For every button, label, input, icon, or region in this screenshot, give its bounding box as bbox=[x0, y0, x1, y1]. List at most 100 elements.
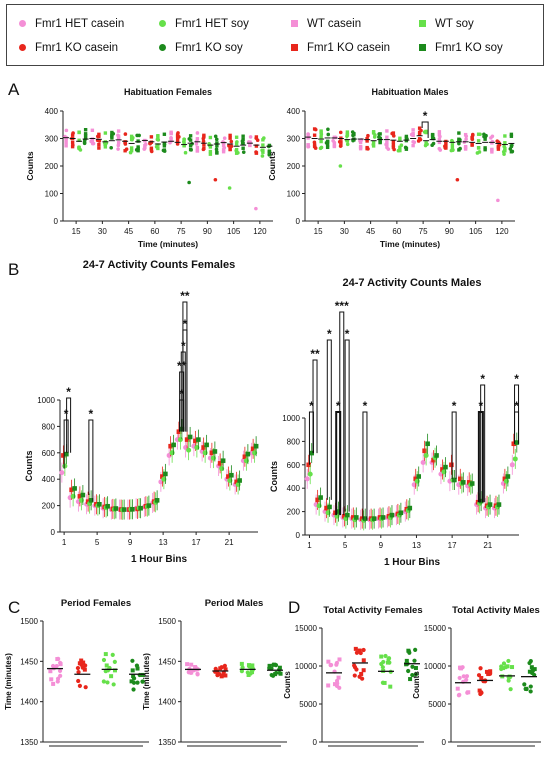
data-point bbox=[188, 147, 193, 152]
data-point bbox=[488, 671, 493, 676]
y-tick-label: 1000 bbox=[282, 414, 300, 423]
data-point bbox=[496, 147, 501, 151]
series-point bbox=[469, 481, 475, 486]
series-point bbox=[398, 510, 404, 516]
data-point bbox=[110, 131, 115, 136]
data-point bbox=[470, 136, 474, 141]
data-point bbox=[80, 665, 85, 670]
data-point bbox=[58, 660, 63, 665]
data-point bbox=[325, 143, 330, 147]
series-point bbox=[307, 471, 313, 477]
data-point bbox=[361, 668, 366, 673]
series-point bbox=[318, 495, 323, 500]
x-tick-label: 90 bbox=[445, 227, 454, 236]
data-point bbox=[397, 148, 401, 153]
x-axis-label: Time (minutes) bbox=[138, 239, 198, 249]
data-point bbox=[222, 136, 227, 141]
data-point bbox=[358, 146, 363, 151]
data-point bbox=[208, 145, 213, 149]
data-point bbox=[385, 129, 389, 133]
data-point bbox=[219, 674, 224, 679]
data-point bbox=[109, 145, 113, 150]
data-point bbox=[483, 147, 487, 152]
data-point bbox=[490, 139, 495, 144]
data-point bbox=[109, 674, 114, 679]
y-tick-label: 100 bbox=[45, 190, 59, 199]
data-point bbox=[417, 137, 422, 141]
data-point bbox=[438, 134, 442, 139]
significance-bracket bbox=[362, 411, 368, 520]
series-point bbox=[362, 516, 368, 521]
data-point bbox=[479, 675, 484, 680]
series-point bbox=[511, 441, 517, 447]
legend-label: Fmr1 KO casein bbox=[35, 42, 119, 54]
x-tick-label: 30 bbox=[340, 227, 349, 236]
data-point bbox=[466, 690, 471, 695]
data-point bbox=[391, 145, 396, 149]
data-point bbox=[183, 150, 188, 155]
x-tick-label: 15 bbox=[314, 227, 323, 236]
data-point bbox=[208, 135, 213, 140]
data-point bbox=[398, 145, 402, 150]
data-point bbox=[51, 681, 56, 686]
data-point bbox=[404, 658, 409, 663]
y-tick-label: 1450 bbox=[20, 657, 38, 666]
panel-letter-d: D bbox=[288, 598, 301, 617]
data-point bbox=[386, 657, 391, 662]
data-point bbox=[50, 663, 56, 669]
series-point bbox=[196, 437, 201, 442]
data-point bbox=[503, 141, 507, 145]
data-point bbox=[476, 139, 481, 143]
series-point bbox=[443, 464, 448, 470]
data-point bbox=[332, 143, 337, 147]
data-point bbox=[450, 143, 455, 148]
series-point bbox=[160, 474, 165, 479]
data-point bbox=[529, 665, 534, 670]
data-point bbox=[83, 134, 88, 138]
data-point bbox=[413, 665, 418, 670]
data-point bbox=[354, 650, 360, 655]
data-point bbox=[137, 133, 141, 138]
data-point bbox=[182, 143, 186, 148]
y-tick-label: 5000 bbox=[299, 700, 317, 709]
data-point bbox=[383, 653, 388, 659]
y-tick-label: 0 bbox=[54, 217, 59, 226]
data-point bbox=[140, 672, 145, 677]
data-point bbox=[71, 143, 75, 147]
data-point bbox=[156, 146, 160, 151]
data-point bbox=[129, 679, 134, 684]
data-point bbox=[227, 143, 231, 148]
y-axis-label: Counts bbox=[24, 451, 34, 482]
data-point bbox=[195, 137, 200, 141]
data-point bbox=[49, 677, 54, 682]
x-tick-label: 60 bbox=[150, 227, 159, 236]
data-point bbox=[83, 136, 88, 140]
data-point bbox=[101, 679, 106, 684]
data-point bbox=[70, 140, 75, 145]
data-point bbox=[105, 668, 110, 673]
data-point bbox=[70, 133, 75, 137]
data-point bbox=[83, 685, 88, 690]
outlier-point bbox=[227, 186, 232, 190]
data-point bbox=[254, 136, 258, 140]
data-point bbox=[384, 142, 388, 147]
series-point bbox=[186, 447, 192, 453]
x-tick-label: 105 bbox=[227, 227, 241, 236]
legend-item: Fmr1 KO casein bbox=[291, 42, 390, 54]
data-point bbox=[391, 131, 396, 135]
y-tick-label: 15000 bbox=[295, 624, 318, 633]
y-tick-label: 1500 bbox=[158, 617, 176, 626]
data-point bbox=[83, 132, 88, 136]
data-point bbox=[417, 130, 422, 135]
series-point bbox=[113, 506, 119, 511]
series-point bbox=[212, 449, 218, 454]
data-point bbox=[503, 149, 507, 153]
data-point bbox=[437, 146, 442, 151]
y-tick-label: 1000 bbox=[37, 396, 55, 405]
data-point bbox=[223, 667, 228, 672]
series-point bbox=[234, 479, 239, 485]
data-point bbox=[408, 677, 413, 682]
data-point bbox=[135, 680, 140, 685]
y-tick-label: 400 bbox=[42, 475, 56, 484]
significance-star: * bbox=[183, 317, 188, 331]
